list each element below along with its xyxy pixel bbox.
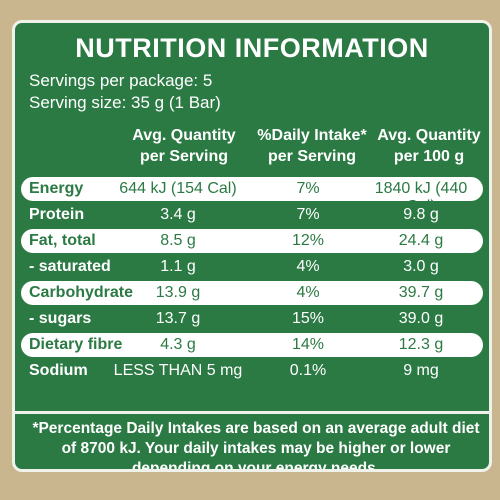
table-row-sodium: Sodium LESS THAN 5 mg 0.1% 9 mg: [21, 359, 483, 383]
table-row-carbohydrate: Carbohydrate 13.9 g 4% 39.7 g: [21, 281, 483, 305]
value-daily-intake: 0.1%: [289, 362, 327, 379]
column-header-line: Avg. Quantity: [377, 127, 481, 144]
serving-size: Serving size: 35 g (1 Bar): [29, 93, 221, 112]
value-per-100g: 1840 kJ (440 Cal): [374, 180, 468, 215]
value-per-serving: 8.5 g: [160, 232, 196, 249]
value-per-serving: 13.7 g: [155, 310, 201, 327]
value-per-100g: 12.3 g: [398, 336, 444, 353]
value-daily-intake: 4%: [296, 284, 320, 301]
row-label: Carbohydrate: [29, 284, 134, 301]
value-per-100g: 9 mg: [403, 362, 439, 379]
column-header-line: per Serving: [267, 148, 357, 165]
value-per-100g: 24.4 g: [398, 232, 444, 249]
row-label: Fat, total: [29, 232, 96, 249]
table-row-dietary-fibre: Dietary fibre 4.3 g 14% 12.3 g: [21, 333, 483, 357]
value-per-100g: 9.8 g: [403, 206, 439, 223]
value-daily-intake: 12%: [291, 232, 325, 249]
value-per-100g: 3.0 g: [403, 258, 439, 275]
row-label: Dietary fibre: [29, 336, 123, 353]
column-header-line: %Daily Intake*: [257, 127, 367, 144]
row-label: - sugars: [29, 310, 92, 327]
value-daily-intake: 4%: [296, 258, 320, 275]
column-header-line: per Serving: [139, 148, 229, 165]
row-label: Protein: [29, 206, 85, 223]
value-per-serving: 644 kJ (154 Cal): [119, 180, 237, 197]
table-row-energy: Energy 644 kJ (154 Cal) 7% 1840 kJ (440 …: [21, 177, 483, 215]
footnote-divider: [15, 411, 489, 414]
panel-title: NUTRITION INFORMATION: [75, 33, 429, 63]
row-label: Energy: [29, 180, 84, 197]
value-daily-intake: 14%: [291, 336, 325, 353]
servings-per-package: Servings per package: 5: [29, 71, 213, 90]
table-row-protein: Protein 3.4 g 7% 9.8 g: [21, 203, 483, 227]
column-header-per-100g: Avg. Quantity per 100 g: [370, 125, 488, 167]
value-per-serving: LESS THAN 5 mg: [113, 362, 243, 379]
value-per-serving: 13.9 g: [155, 284, 201, 301]
footnote: *Percentage Daily Intakes are based on a…: [32, 420, 480, 472]
value-per-serving: 1.1 g: [160, 258, 196, 275]
value-per-100g: 39.0 g: [398, 310, 444, 327]
table-row-saturated: - saturated 1.1 g 4% 3.0 g: [21, 255, 483, 279]
column-header-per-serving: Avg. Quantity per Serving: [119, 125, 249, 167]
nutrition-panel: NUTRITION INFORMATION Servings per packa…: [12, 20, 492, 472]
value-per-serving: 4.3 g: [160, 336, 196, 353]
row-label: - saturated: [29, 258, 111, 275]
table-row-fat-total: Fat, total 8.5 g 12% 24.4 g: [21, 229, 483, 253]
value-daily-intake: 7%: [296, 180, 320, 197]
value-daily-intake: 15%: [291, 310, 325, 327]
value-per-serving: 3.4 g: [160, 206, 196, 223]
column-header-line: Avg. Quantity: [132, 127, 236, 144]
table-row-sugars: - sugars 13.7 g 15% 39.0 g: [21, 307, 483, 331]
value-daily-intake: 7%: [296, 206, 320, 223]
row-label: Sodium: [29, 362, 88, 379]
column-header-daily-intake: %Daily Intake* per Serving: [247, 125, 377, 167]
column-header-line: per 100 g: [393, 148, 465, 165]
value-per-100g: 39.7 g: [398, 284, 444, 301]
